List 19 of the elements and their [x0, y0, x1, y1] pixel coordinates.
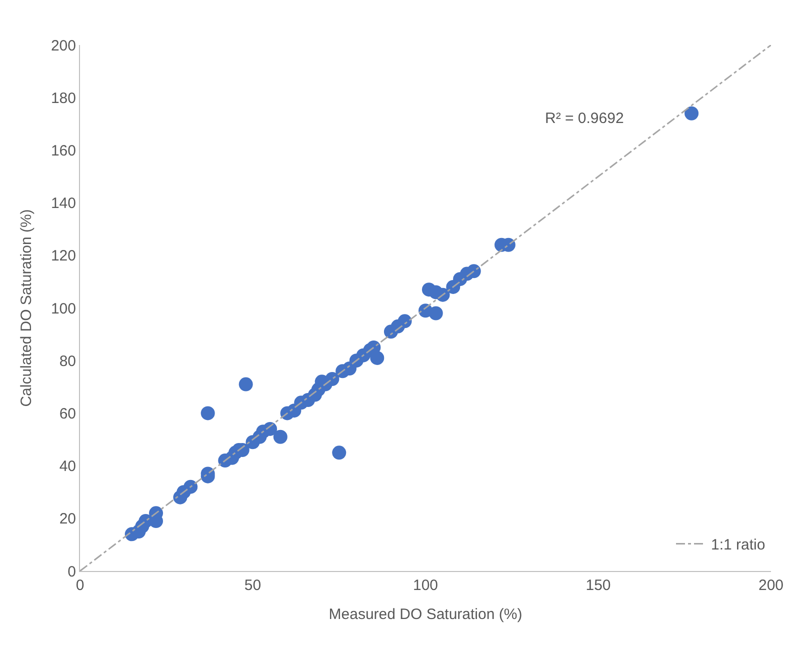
y-tick-label: 120: [50, 248, 76, 265]
x-axis-title: Measured DO Saturation (%): [328, 606, 522, 623]
y-tick-label: 60: [59, 405, 76, 422]
y-tick-label: 100: [50, 300, 76, 318]
y-axis-title: Calculated DO Saturation (%): [18, 209, 36, 407]
y-tick-label: 0: [68, 563, 76, 580]
y-tick-label: 20: [59, 510, 76, 528]
y-tick-label: 180: [50, 90, 76, 107]
x-tick-label: 100: [412, 577, 438, 594]
y-tick-label: 40: [59, 458, 76, 476]
x-tick-label: 200: [758, 577, 784, 594]
annotation: R² = 0.9692: [545, 110, 624, 127]
y-tick-label: 140: [50, 195, 76, 212]
y-tick-label: 80: [59, 352, 76, 370]
y-tick-label: 160: [50, 142, 76, 160]
y-tick-label: 200: [50, 37, 76, 54]
x-tick-label: 150: [586, 577, 611, 594]
x-tick-label: 50: [244, 577, 262, 594]
legend-label: 1:1 ratio: [711, 536, 766, 554]
